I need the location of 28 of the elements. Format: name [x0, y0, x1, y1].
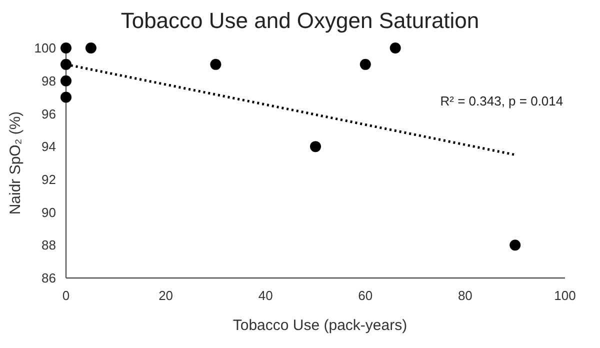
x-tick-label: 60	[358, 288, 373, 303]
y-tick-label: 90	[42, 204, 56, 220]
y-tick-label: 86	[42, 270, 56, 286]
x-tick-label: 40	[258, 288, 273, 303]
point	[390, 42, 401, 54]
y-tick-label: 96	[42, 106, 56, 122]
point	[210, 58, 222, 70]
y-tick-label: 94	[42, 139, 56, 154]
point	[310, 141, 321, 152]
point	[360, 58, 371, 70]
y-tick-label: 88	[42, 238, 56, 253]
x-tick-label: 80	[458, 288, 472, 303]
y-tick-label: 100	[34, 40, 56, 56]
y-tick-label: 92	[42, 172, 56, 187]
annotation: R² = 0.343, p = 0.014	[440, 94, 564, 108]
point	[60, 42, 72, 54]
x-tick-label: 20	[158, 288, 174, 303]
y-tick-label: 98	[42, 73, 56, 88]
x-tick-label: 0	[62, 288, 70, 303]
y-axis-title: Naidr SpO₂ (%)	[7, 111, 24, 215]
x-tick-label: 100	[554, 288, 576, 303]
x-axis-title: Tobacco Use (pack-years)	[232, 317, 408, 334]
point	[60, 58, 72, 70]
point	[85, 42, 96, 54]
point	[60, 75, 72, 86]
chart-title: Tobacco Use and Oxygen Saturation	[120, 8, 480, 33]
point	[510, 240, 521, 251]
point	[60, 92, 72, 103]
